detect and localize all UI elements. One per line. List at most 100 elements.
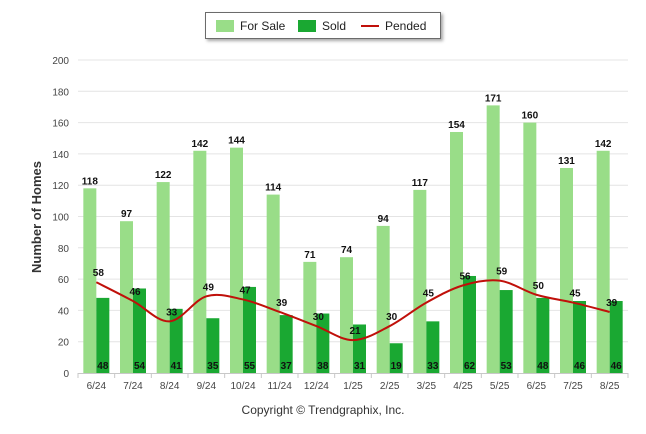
pended-line <box>95 279 610 342</box>
for-sale-bar <box>413 189 427 373</box>
x-tick-label: 6/24 <box>87 381 107 392</box>
y-axis-title: Number of Homes <box>29 161 44 273</box>
pended-value-label: 33 <box>166 307 178 318</box>
pended-line-layer <box>95 279 610 342</box>
sold-value-label: 35 <box>207 361 219 372</box>
pended-value-label: 46 <box>129 287 141 298</box>
x-tick-label: 3/25 <box>417 381 437 392</box>
legend-item-sold[interactable]: Sold <box>298 19 346 33</box>
y-tick-label: 80 <box>58 244 70 255</box>
x-tick-label: 7/25 <box>563 381 583 392</box>
for-sale-bar <box>303 261 317 373</box>
sold-value-label: 33 <box>427 361 439 372</box>
y-tick-label: 160 <box>52 119 69 130</box>
pended-value-label: 56 <box>459 271 471 282</box>
pended-value-label: 30 <box>313 312 325 323</box>
legend-label-for-sale: For Sale <box>240 19 286 33</box>
legend-label-sold: Sold <box>322 19 347 33</box>
for-sale-value-label: 142 <box>595 139 612 150</box>
sold-swatch <box>298 20 316 32</box>
sold-value-label: 62 <box>464 361 476 372</box>
x-tick-label: 4/25 <box>453 381 473 392</box>
sold-bar <box>206 318 220 373</box>
pended-value-label: 45 <box>423 289 435 300</box>
for-sale-value-label: 160 <box>521 111 538 122</box>
for-sale-value-label: 171 <box>485 93 502 104</box>
y-tick-label: 120 <box>52 181 69 192</box>
legend-item-for-sale[interactable]: For Sale <box>216 19 285 33</box>
sold-value-label: 38 <box>317 361 329 372</box>
sold-bar <box>389 343 403 373</box>
sold-bar <box>499 290 513 373</box>
for-sale-value-label: 131 <box>558 156 575 167</box>
for-sale-bar <box>560 167 573 373</box>
pended-value-label: 21 <box>349 326 361 337</box>
pended-value-label: 39 <box>276 298 288 309</box>
for-sale-value-label: 94 <box>378 214 390 225</box>
for-sale-bar <box>596 150 610 373</box>
sold-bar <box>169 308 183 373</box>
sold-bar <box>133 288 146 373</box>
sold-value-label: 48 <box>97 361 109 372</box>
for-sale-bar <box>486 105 500 373</box>
x-tick-label: 12/24 <box>304 381 329 392</box>
for-sale-bar <box>83 188 97 373</box>
sold-value-label: 19 <box>391 361 403 372</box>
sold-value-label: 31 <box>354 361 366 372</box>
sold-value-label: 54 <box>134 361 146 372</box>
for-sale-value-label: 114 <box>265 183 282 194</box>
pended-value-label: 30 <box>386 312 398 323</box>
x-tick-label: 1/25 <box>343 381 363 392</box>
sold-value-label: 53 <box>501 361 513 372</box>
sold-bar <box>536 297 550 373</box>
legend-label-pended: Pended <box>385 19 427 33</box>
pended-value-label: 47 <box>239 285 251 296</box>
sold-value-label: 46 <box>574 361 586 372</box>
sold-bar <box>609 301 623 373</box>
for-sale-bar <box>340 257 353 373</box>
sold-bar <box>279 315 293 373</box>
x-tick-label: 11/24 <box>268 381 293 392</box>
for-sale-bar <box>523 122 537 373</box>
for-sale-value-label: 117 <box>412 178 429 189</box>
sold-bar <box>96 297 110 373</box>
sold-bar <box>353 324 366 373</box>
x-tick-label: 5/25 <box>490 381 510 392</box>
for-sale-swatch <box>216 20 234 32</box>
legend-item-pended[interactable]: Pended <box>361 19 426 33</box>
for-sale-bar <box>266 194 280 373</box>
x-tick-label: 2/25 <box>380 381 400 392</box>
sold-value-label: 48 <box>537 361 549 372</box>
for-sale-value-label: 144 <box>228 136 245 147</box>
y-tick-label: 100 <box>52 213 69 224</box>
pended-value-label: 39 <box>606 298 618 309</box>
sold-bar <box>426 321 440 373</box>
y-tick-label: 140 <box>52 150 69 161</box>
for-sale-bar <box>193 150 207 373</box>
y-tick-label: 20 <box>58 338 70 349</box>
x-tick-label: 7/24 <box>123 381 143 392</box>
y-tick-label: 60 <box>58 275 70 286</box>
sold-value-label: 37 <box>281 361 293 372</box>
bars <box>83 105 623 373</box>
sold-value-label: 41 <box>171 361 183 372</box>
sold-value-label: 55 <box>244 361 256 372</box>
sold-bar <box>243 286 256 373</box>
for-sale-bar <box>376 225 390 373</box>
for-sale-value-label: 122 <box>155 170 172 181</box>
legend: For Sale Sold Pended <box>205 12 441 39</box>
sold-bar <box>573 301 586 373</box>
pended-value-label: 59 <box>496 267 508 278</box>
pended-swatch <box>361 25 379 27</box>
for-sale-value-label: 142 <box>191 139 208 150</box>
for-sale-bar <box>230 147 243 373</box>
pended-value-label: 45 <box>569 289 581 300</box>
y-tick-label: 40 <box>58 306 70 317</box>
for-sale-value-label: 97 <box>121 209 133 220</box>
x-tick-label: 8/24 <box>160 381 180 392</box>
x-tick-label: 9/24 <box>197 381 217 392</box>
x-tick-label: 8/25 <box>600 381 620 392</box>
pended-value-label: 58 <box>93 268 105 279</box>
y-tick-label: 0 <box>63 369 69 380</box>
